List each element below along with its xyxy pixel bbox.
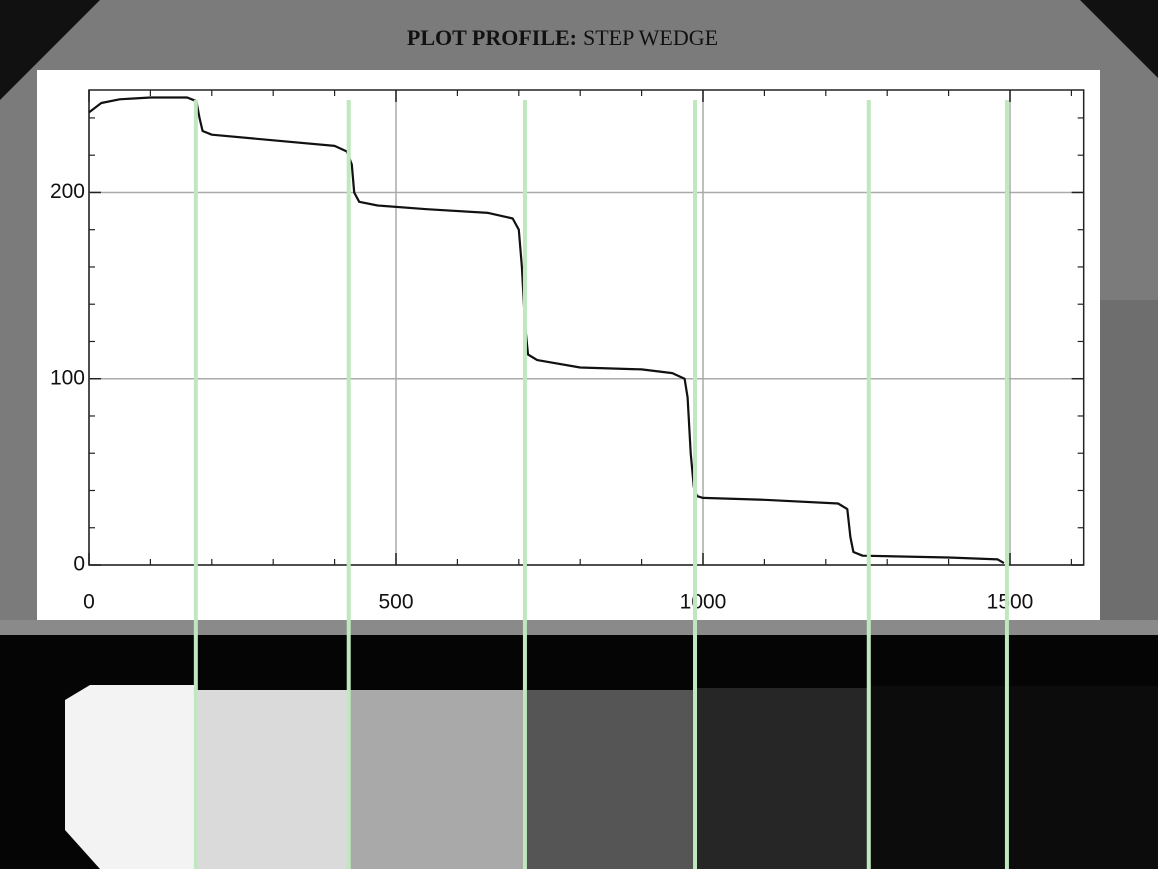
wedge-step [349, 690, 525, 869]
y-tick-label: 0 [73, 553, 85, 576]
wedge-step [65, 685, 196, 869]
x-tick-label: 500 [378, 591, 413, 614]
x-tick-label: 0 [83, 591, 95, 614]
y-tick-label: 200 [50, 180, 85, 203]
x-tick-label: 1000 [680, 591, 727, 614]
page: {"chart_data": {"type": "line", "title":… [0, 0, 1158, 869]
background-strip [1100, 300, 1158, 620]
wedge-step [196, 690, 349, 869]
wedge-edge [0, 620, 1158, 635]
x-tick-label: 1500 [987, 591, 1034, 614]
corner [1080, 0, 1158, 78]
y-tick-label: 100 [50, 366, 85, 389]
wedge-step [525, 690, 695, 869]
chart: PLOT PROFILE: STEP WEDGE 0 100 200 0 500 1000… [0, 0, 1158, 869]
wedge-step [869, 686, 1158, 869]
wedge-step [695, 688, 869, 869]
chart-title: PLOT PROFILE: [407, 25, 577, 50]
chart-subtitle: STEP WEDGE [583, 25, 718, 50]
